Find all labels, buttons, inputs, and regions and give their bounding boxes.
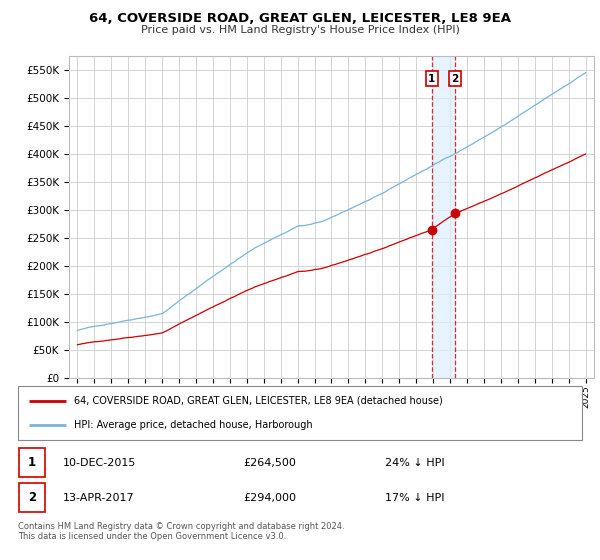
Bar (19, 483, 44, 512)
Text: 24% ↓ HPI: 24% ↓ HPI (385, 458, 444, 468)
Bar (432, 56, 455, 378)
Text: 1: 1 (28, 456, 36, 469)
Text: £264,500: £264,500 (244, 458, 296, 468)
Text: 64, COVERSIDE ROAD, GREAT GLEN, LEICESTER, LE8 9EA: 64, COVERSIDE ROAD, GREAT GLEN, LEICESTE… (89, 12, 511, 25)
Text: £294,000: £294,000 (244, 493, 296, 502)
Text: Price paid vs. HM Land Registry's House Price Index (HPI): Price paid vs. HM Land Registry's House … (140, 25, 460, 35)
Text: 17% ↓ HPI: 17% ↓ HPI (385, 493, 444, 502)
Text: 64, COVERSIDE ROAD, GREAT GLEN, LEICESTER, LE8 9EA (detached house): 64, COVERSIDE ROAD, GREAT GLEN, LEICESTE… (74, 396, 443, 406)
Text: 2: 2 (451, 73, 458, 83)
Text: 10-DEC-2015: 10-DEC-2015 (63, 458, 136, 468)
Bar (19, 449, 44, 477)
Text: 2: 2 (28, 491, 36, 504)
Text: 1: 1 (428, 73, 436, 83)
Text: HPI: Average price, detached house, Harborough: HPI: Average price, detached house, Harb… (74, 420, 313, 430)
Text: 13-APR-2017: 13-APR-2017 (63, 493, 135, 502)
Text: Contains HM Land Registry data © Crown copyright and database right 2024.
This d: Contains HM Land Registry data © Crown c… (18, 522, 344, 542)
